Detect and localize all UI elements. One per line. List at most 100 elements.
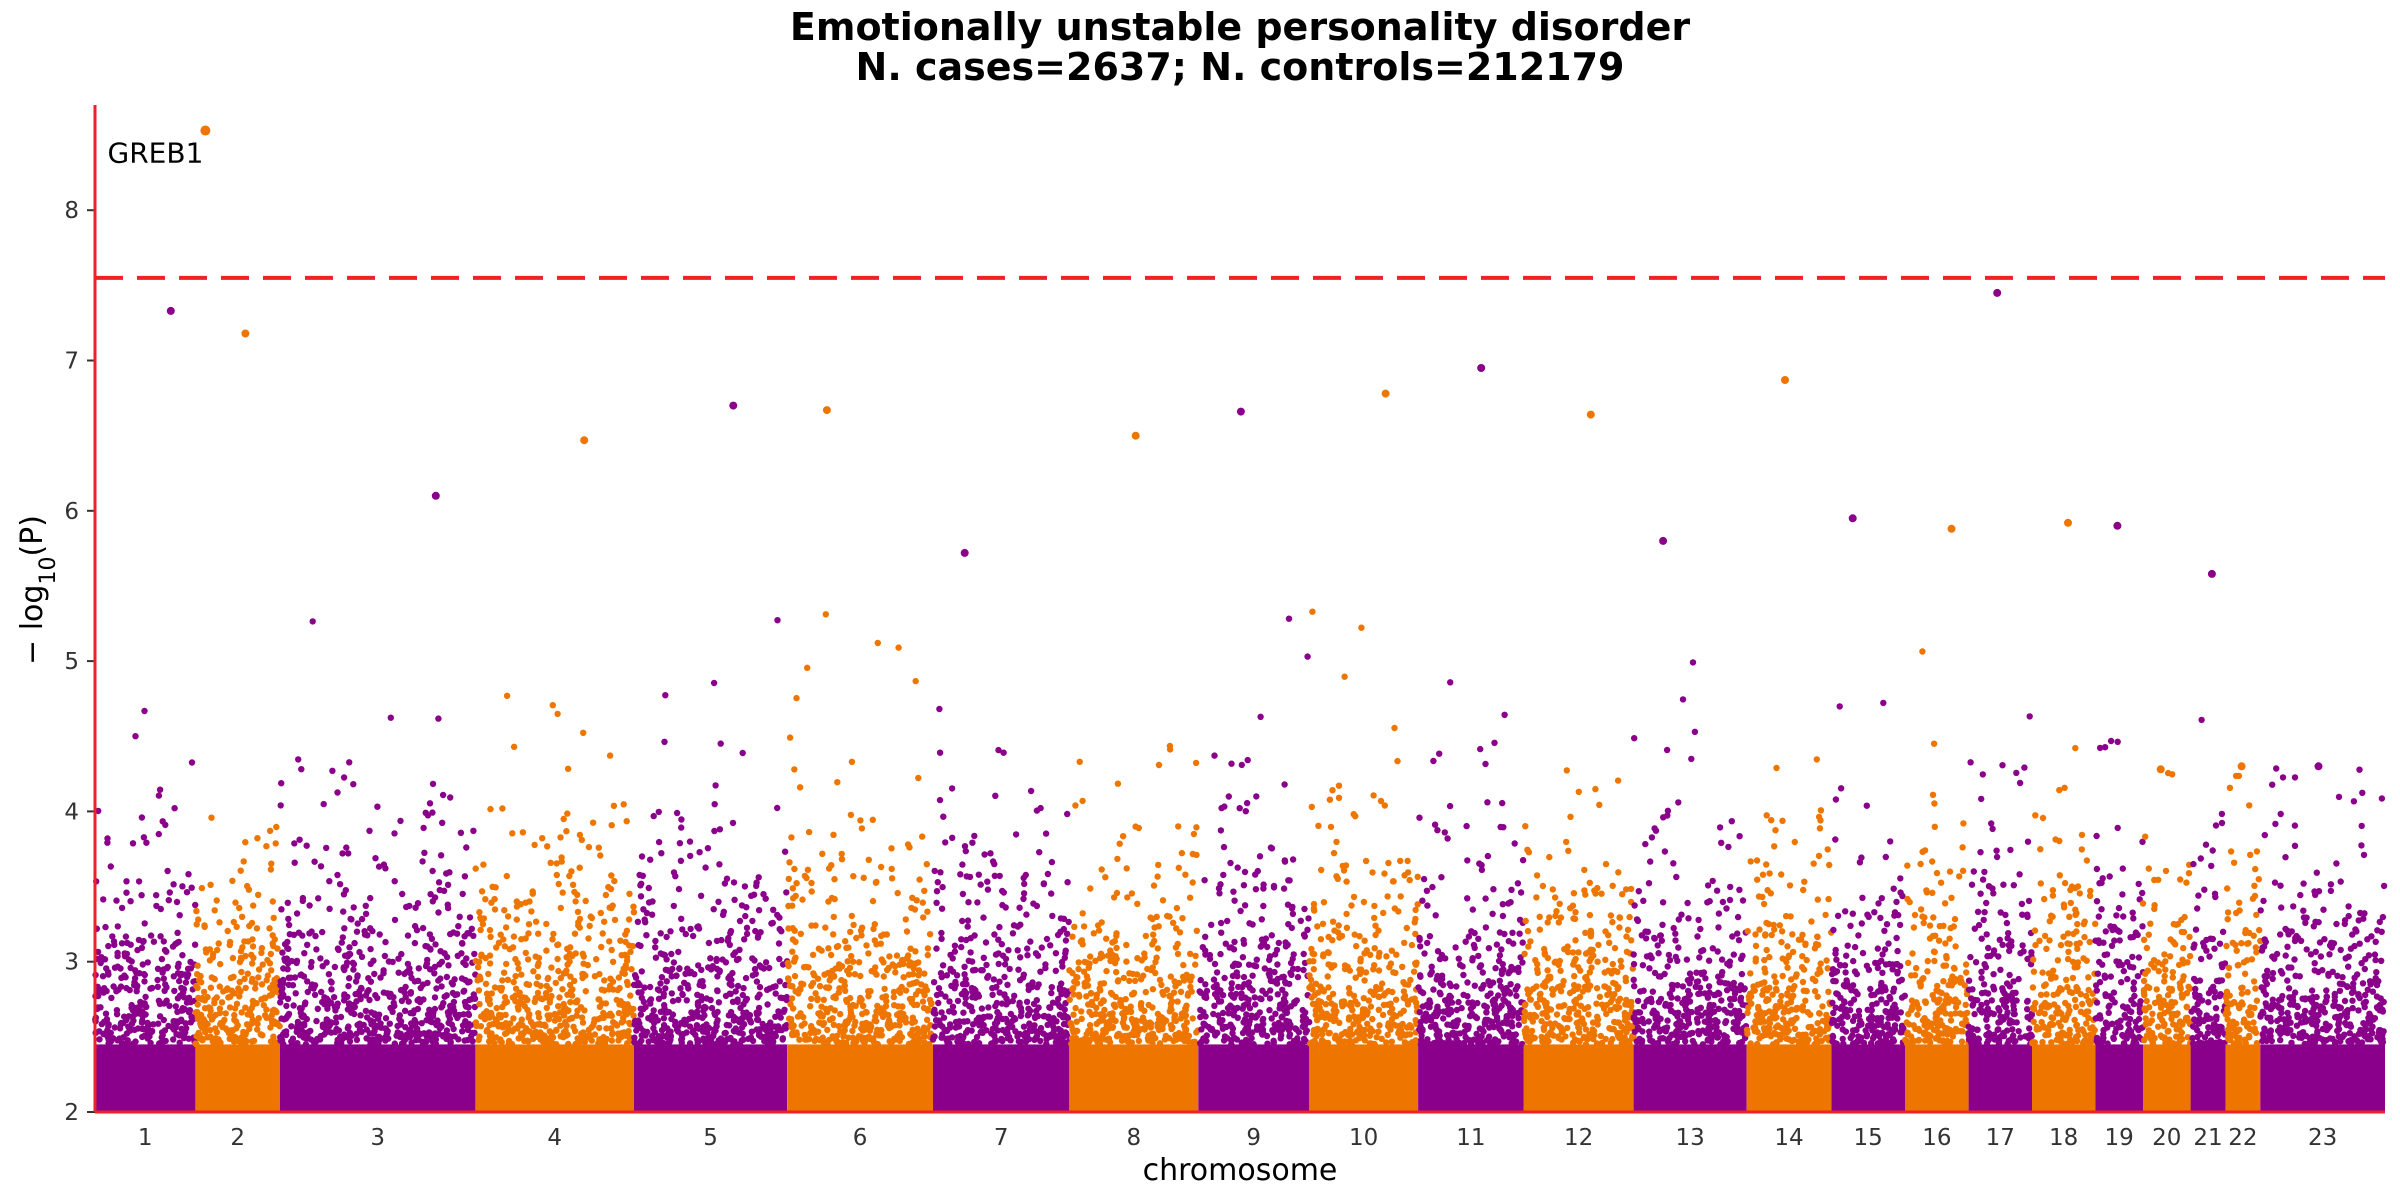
snp-point [1450,1022,1457,1030]
snp-point [1358,624,1365,631]
snp-point [931,867,938,875]
snp-point [781,848,789,855]
snp-point [1100,980,1108,987]
snp-point [230,918,237,926]
snp-point [279,993,286,1000]
snp-point [667,928,674,935]
snp-point [1135,1037,1143,1045]
snp-point [1239,983,1246,991]
snp-point [705,1025,712,1032]
snp-point [661,738,668,745]
snp-point [541,1033,548,1040]
snp-point [1491,1040,1498,1048]
snp-point [1557,988,1565,995]
snp-point [785,902,792,910]
snp-point [1411,919,1418,926]
snp-point [711,1026,718,1033]
snp-point [1602,928,1609,935]
snp-point [283,955,291,962]
snp-point [689,932,697,940]
snp-point [736,1016,744,1023]
snp-point [755,932,762,940]
snp-point [830,1021,837,1028]
snp-point [951,985,958,992]
snp-point [1350,893,1358,901]
snp-point [1100,997,1107,1005]
snp-point [809,951,817,958]
snp-point [258,944,266,952]
snp-point [1230,1012,1238,1019]
snp-point [141,920,148,927]
snp-point [129,840,137,847]
snp-point [399,890,406,898]
snp-point [1607,1039,1615,1047]
snp-point [645,884,652,892]
snp-point [145,1026,152,1033]
snp-point [807,1003,814,1010]
snp-point [363,1026,370,1033]
snp-point [559,889,566,896]
snp-point [560,1000,567,1008]
snp-point [800,981,807,988]
snp-point [1020,880,1028,888]
snp-point [1445,1011,1452,1018]
snp-point [510,978,517,986]
snp-point [213,897,220,904]
snp-point [464,930,471,937]
snp-point [636,1039,643,1046]
snp-point [1380,909,1387,917]
snp-point [1301,905,1308,913]
snp-point [1361,937,1368,944]
snp-point [535,960,542,967]
snp-point [334,871,341,879]
snp-point [1387,960,1395,967]
snp-point [534,1032,542,1039]
snp-point [1387,1009,1394,1016]
snp-point [676,840,684,847]
snp-point [198,884,206,892]
snp-point [1241,902,1249,909]
snp-point [1288,971,1295,978]
snp-point [850,873,857,880]
snp-point [529,888,536,895]
snp-point [1414,873,1421,880]
snp-point [1215,998,1223,1005]
snp-point [712,1011,719,1019]
snp-point [580,729,587,736]
snp-point [1141,950,1148,957]
snp-point [1189,1015,1196,1022]
snp-point [426,931,434,938]
chromosome-11-peak-point [1477,364,1486,372]
snp-point [1259,941,1266,948]
snp-point [697,892,705,899]
snp-point [1341,1038,1349,1045]
snp-point [1571,915,1579,923]
snp-point [107,863,115,870]
snp-point [985,972,992,980]
snp-point [176,977,183,985]
snp-point [248,1038,256,1045]
snp-point [1310,958,1317,965]
snp-point [141,707,148,715]
snp-point [429,1013,437,1020]
snp-point [1140,972,1147,979]
snp-point [183,999,191,1006]
snp-point [296,1005,304,1012]
snp-point [650,1007,657,1014]
snp-point [1222,940,1230,947]
snp-point [334,789,341,796]
snp-point [838,976,845,984]
chromosome-13-band [1633,1044,1747,1112]
snp-point [324,1005,331,1012]
snp-point [501,1000,508,1007]
snp-point [1287,959,1295,967]
snp-point [1501,997,1509,1005]
snp-point [1598,890,1605,897]
snp-point [1382,990,1389,997]
snp-point [755,1004,763,1012]
snp-point [1208,921,1215,928]
snp-point [373,1023,380,1031]
snp-point [334,945,342,952]
snp-point [524,956,532,963]
snp-point [148,984,156,992]
